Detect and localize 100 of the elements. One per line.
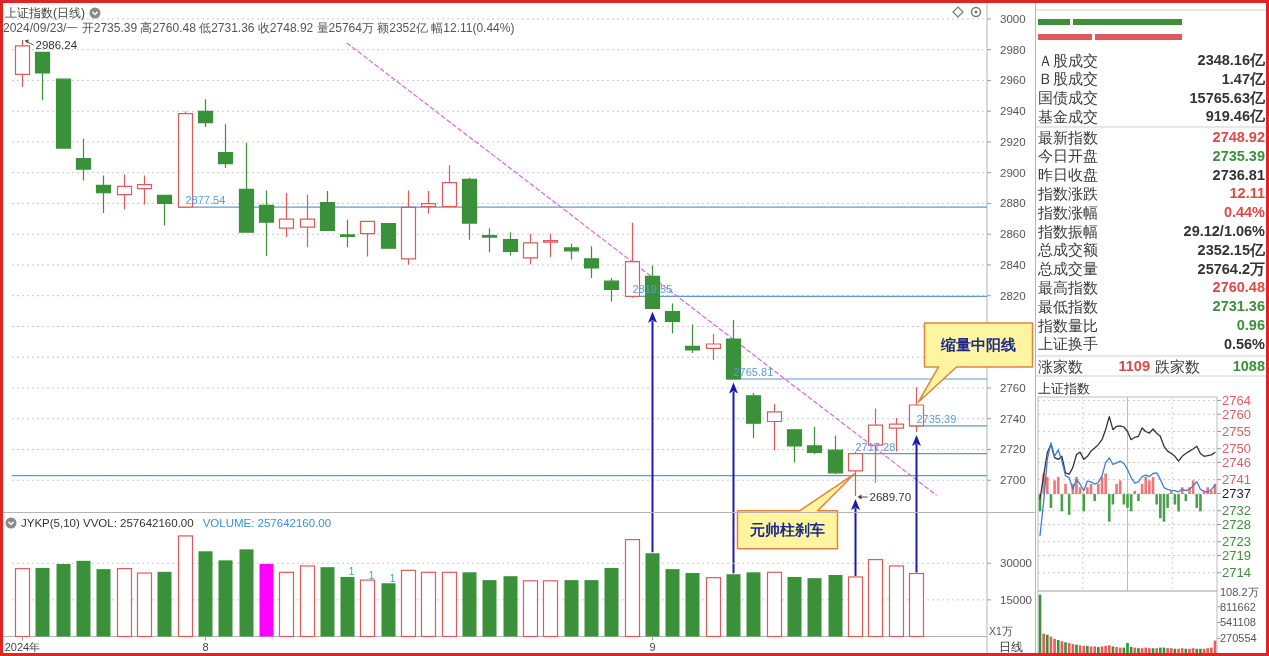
annotation: 2689.70	[869, 491, 912, 504]
bar	[665, 569, 680, 637]
chart-title: JYKP(5,10) VVOL: 257642160.00	[21, 517, 194, 529]
candlestick	[339, 219, 356, 248]
bar	[1177, 494, 1180, 512]
bar	[1126, 642, 1129, 654]
category-label: 最低指数	[1038, 297, 1098, 315]
x-tick-label: 2024年	[4, 641, 41, 653]
category-label: 跌家数	[1155, 357, 1200, 375]
candlestick	[34, 51, 51, 101]
candlestick	[136, 174, 153, 206]
category-label: 最高指数	[1038, 278, 1098, 296]
bar	[198, 551, 213, 637]
bar	[867, 559, 884, 638]
bar	[420, 571, 437, 638]
candlestick	[278, 192, 295, 238]
bar	[320, 567, 335, 637]
bar	[1169, 648, 1173, 654]
y-tick-label: 2719	[1222, 548, 1251, 564]
y-tick-label: 2737	[1222, 485, 1251, 501]
text: 2735.39	[1212, 147, 1265, 164]
y-tick-label: 2940	[1000, 105, 1026, 118]
text: 2736.81	[1212, 166, 1265, 183]
bar	[1042, 633, 1045, 654]
bar	[888, 565, 905, 638]
bar	[1056, 640, 1060, 654]
annotation: 1	[368, 569, 375, 581]
y-tick-label: 2720	[1000, 443, 1026, 456]
text: 2348.16亿	[1197, 52, 1265, 68]
candlestick	[502, 231, 519, 257]
y-tick-label: 2723	[1222, 534, 1251, 550]
bar	[522, 580, 539, 638]
bar	[14, 568, 31, 638]
y-tick-label: 2732	[1222, 503, 1251, 519]
chart-subtitle: VOLUME: 257642160.00	[202, 517, 332, 529]
y-tick-label: 2820	[1000, 289, 1026, 302]
y-tick-label: 15000	[1000, 593, 1032, 606]
bar	[1107, 645, 1111, 654]
bar	[1064, 642, 1067, 654]
y-tick-label: 2740	[1000, 412, 1026, 425]
y-tick-label: 2764	[1222, 392, 1251, 408]
category-label: 指数涨幅	[1037, 203, 1098, 221]
candlestick	[258, 189, 275, 257]
y-tick-label: 2728	[1222, 517, 1251, 532]
y-tick-label: 2960	[1000, 74, 1026, 87]
candlestick	[380, 222, 397, 250]
bar	[1137, 648, 1140, 654]
x-tick-label: 8	[202, 641, 209, 653]
bar	[685, 573, 700, 637]
bar	[787, 576, 802, 637]
bar	[76, 560, 91, 637]
candlestick	[684, 324, 701, 354]
candlestick	[583, 245, 600, 279]
annotation: 2986.24	[35, 39, 78, 52]
category-label: 昨日收盘	[1038, 166, 1098, 184]
text: 2352.15亿	[1197, 241, 1265, 258]
y-axis-title: 108.2万	[1220, 586, 1259, 598]
annotation: 1	[348, 566, 355, 578]
category-label: 总成交额	[1037, 241, 1098, 259]
bar	[1104, 645, 1107, 654]
x-tick-label: 9	[649, 641, 656, 653]
bar	[807, 578, 822, 637]
annotation: 元帅柱刹车	[749, 521, 825, 539]
y-tick-label: 2700	[1000, 474, 1026, 487]
y-tick-label: 2760	[1000, 381, 1026, 394]
candlestick	[400, 189, 417, 266]
y-tick-label: 2714	[1222, 565, 1251, 581]
category-label: 基金成交	[1038, 107, 1098, 125]
candlestick	[705, 333, 722, 361]
bar	[482, 580, 497, 637]
candlestick	[116, 173, 133, 210]
chart-title: 上证指数	[1038, 380, 1090, 396]
bar	[1082, 494, 1086, 512]
y-tick-label: 2840	[1000, 258, 1026, 271]
bar	[1144, 476, 1148, 495]
bar	[564, 580, 579, 637]
category-label: 国债成交	[1038, 89, 1098, 107]
bar	[828, 574, 843, 637]
bar	[908, 572, 925, 638]
bar	[1104, 473, 1107, 495]
bar	[1097, 647, 1100, 654]
line-series	[1039, 442, 1216, 537]
candlestick	[95, 174, 112, 214]
bar	[1107, 494, 1111, 522]
y-tick-label: 2880	[1000, 197, 1026, 210]
category-label: Ｂ股成交	[1038, 70, 1098, 88]
bar	[1195, 494, 1199, 508]
candlestick	[55, 78, 72, 150]
category-label: 总成交量	[1037, 260, 1098, 278]
text: 0.44%	[1223, 204, 1265, 221]
text: 15765.63亿	[1189, 89, 1265, 106]
candlestick	[319, 190, 336, 232]
bar	[1206, 648, 1210, 654]
bar	[746, 572, 761, 637]
category-label: 最新指数	[1038, 128, 1098, 146]
bar	[1166, 648, 1169, 654]
candlestick	[75, 138, 92, 181]
bar	[56, 564, 71, 637]
y-tick-label: 30000	[1000, 557, 1032, 570]
text: 2024/09/23/一 开2735.39 高2760.48 低2731.36 收2748.92 量25764万 额2352亿 幅12.11(0.44%)	[3, 21, 515, 35]
